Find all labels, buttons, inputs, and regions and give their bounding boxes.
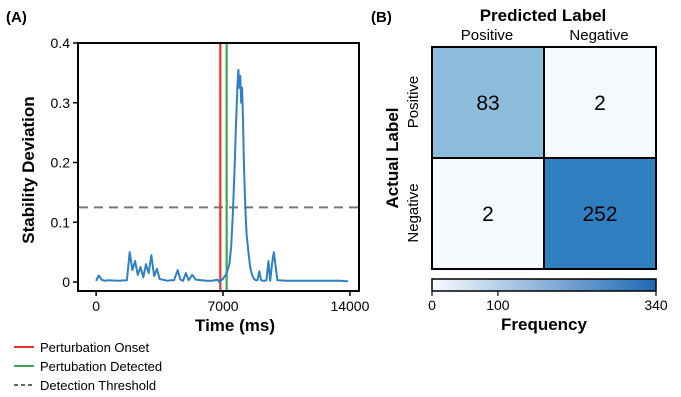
- x-tick-label: 7000: [207, 298, 238, 314]
- colorbar-label: Frequency: [501, 315, 588, 334]
- x-axis-label: Time (ms): [195, 316, 275, 335]
- col-label-negative: Negative: [569, 27, 628, 44]
- y-axis-ticks: 0 0.1 0.2 0.3 0.4: [51, 35, 78, 290]
- legend-label-detected: Pertubation Detected: [40, 359, 162, 374]
- colorbar-gradient: [431, 278, 657, 292]
- colorbar-tick-label: 100: [486, 297, 510, 313]
- y-tick-label: 0.1: [51, 214, 71, 230]
- colorbar-tick-label: 340: [644, 297, 668, 313]
- colorbar: 0 100 340 Frequency: [428, 278, 668, 334]
- confusion-matrix: Predicted Label Positive Negative Actual…: [383, 6, 657, 270]
- stability-deviation-series: [95, 68, 349, 283]
- cell-fn: [543, 46, 657, 159]
- cell-value-fn: 2: [594, 92, 606, 115]
- colorbar-tick-label: 0: [428, 297, 436, 313]
- x-tick-label: 0: [92, 298, 100, 314]
- cell-fp: [431, 157, 545, 270]
- x-tick-label: 14000: [330, 298, 369, 314]
- legend: Perturbation Onset Pertubation Detected …: [14, 340, 162, 393]
- y-tick-label: 0: [62, 274, 70, 290]
- cell-tn: [543, 157, 657, 270]
- legend-label-onset: Perturbation Onset: [40, 340, 150, 355]
- panel-b-label: (B): [371, 9, 392, 26]
- cell-value-tp: 83: [476, 92, 499, 115]
- line-chart: 0 0.1 0.2 0.3 0.4 0 7000 14000 Time (ms) Stabi…: [19, 35, 370, 335]
- x-axis-ticks: 0 7000 14000: [92, 291, 370, 314]
- y-tick-label: 0.4: [51, 35, 71, 51]
- cell-value-fp: 2: [482, 203, 494, 226]
- legend-label-threshold: Detection Threshold: [40, 378, 156, 393]
- row-label-positive: Positive: [405, 76, 422, 129]
- colorbar-ticks: 0 100 340: [428, 291, 668, 313]
- y-axis-label: Stability Deviation: [19, 96, 38, 243]
- col-label-positive: Positive: [461, 27, 514, 44]
- plot-frame: [77, 42, 360, 292]
- row-label-negative: Negative: [405, 183, 422, 242]
- y-tick-label: 0.2: [51, 155, 71, 171]
- matrix-title: Predicted Label: [480, 6, 607, 25]
- panel-a-label: (A): [6, 9, 27, 26]
- y-tick-label: 0.3: [51, 95, 71, 111]
- matrix-ylabel: Actual Label: [383, 107, 402, 208]
- cell-value-tn: 252: [582, 203, 617, 226]
